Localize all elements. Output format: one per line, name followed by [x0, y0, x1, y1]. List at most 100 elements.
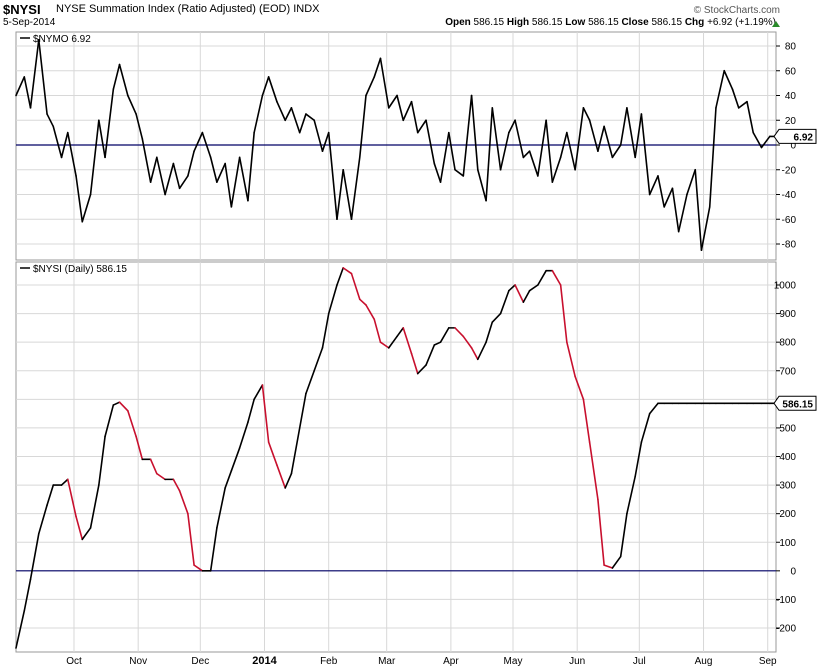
y-tick-label: -80: [782, 240, 797, 251]
line-segment: [439, 131, 450, 183]
line-segment: [373, 318, 382, 343]
line-segment: [15, 610, 26, 649]
line-segment: [193, 131, 204, 152]
line-segment: [342, 267, 353, 275]
line-segment: [230, 156, 241, 208]
line-segment: [201, 131, 212, 159]
line-segment: [454, 327, 465, 338]
line-segment: [462, 335, 473, 349]
line-segment: [305, 369, 316, 395]
x-tick-label: Sep: [759, 656, 777, 667]
line-segment: [358, 298, 367, 306]
chg-value: +6.92 (+1.19%): [707, 17, 776, 28]
line-segment: [425, 119, 436, 165]
line-segment: [657, 175, 665, 208]
line-segment: [694, 168, 703, 251]
line-segment: [508, 119, 516, 134]
line-segment: [276, 464, 287, 489]
line-segment: [327, 131, 338, 221]
line-segment: [462, 94, 473, 177]
line-segment: [752, 131, 763, 149]
line-segment: [81, 193, 92, 223]
line-segment: [522, 289, 531, 303]
line-segment: [209, 527, 218, 572]
line-segment: [267, 76, 278, 103]
line-segment: [508, 284, 516, 292]
panel-frame: [15, 31, 777, 261]
line-segment: [379, 57, 390, 109]
line-segment: [230, 447, 241, 472]
line-segment: [313, 119, 324, 152]
line-segment: [373, 57, 382, 78]
line-segment: [528, 284, 539, 292]
line-segment: [597, 125, 605, 152]
line-segment: [224, 162, 233, 208]
line-segment: [172, 162, 181, 190]
legend-label: $NYSI (Daily) 586.15: [33, 264, 127, 275]
line-segment: [634, 441, 643, 478]
x-tick-label: Aug: [695, 656, 713, 667]
y-tick-label: -60: [782, 215, 797, 226]
line-segment: [574, 107, 585, 171]
line-segment: [416, 119, 427, 134]
line-segment: [66, 478, 77, 518]
line-segment: [104, 404, 115, 438]
high-value: 586.15: [531, 17, 563, 28]
y-tick-label: 1000: [774, 281, 797, 292]
line-segment: [164, 162, 175, 196]
x-tick-label: May: [504, 656, 523, 667]
y-tick-label: -20: [782, 165, 797, 176]
x-tick-label: 2014: [252, 655, 277, 667]
chg-label: Chg: [684, 17, 705, 28]
line-segment: [336, 168, 344, 221]
line-segment: [141, 138, 152, 183]
line-segment: [603, 125, 614, 159]
x-tick-label: Jul: [633, 656, 646, 667]
line-segment: [433, 341, 442, 346]
line-segment: [640, 412, 651, 444]
line-segment: [216, 162, 226, 183]
y-tick-label: 300: [779, 481, 796, 492]
line-segment: [98, 119, 106, 159]
y-tick-label: 20: [785, 116, 797, 127]
line-segment: [365, 76, 376, 97]
line-segment: [603, 564, 614, 569]
x-tick-label: Apr: [443, 656, 459, 667]
symbol: $NYSI: [3, 2, 41, 17]
line-segment: [611, 144, 622, 159]
line-segment: [470, 94, 479, 171]
panel-legend: $NYSI (Daily) 586.15: [20, 264, 127, 275]
line-segment: [118, 63, 129, 97]
line-segment: [551, 269, 562, 286]
ohlc-summary: Open 586.15 High 586.15 Low 586.15 Close…: [445, 17, 776, 28]
line-segment: [671, 187, 680, 233]
line-segment: [52, 125, 63, 159]
line-segment: [416, 364, 427, 375]
y-tick-label: 800: [779, 338, 796, 349]
line-segment: [677, 193, 688, 233]
line-segment: [626, 107, 636, 159]
line-segment: [178, 489, 189, 515]
line-segment: [522, 150, 531, 159]
line-segment: [663, 187, 674, 208]
line-segment: [597, 498, 605, 566]
y-tick-label: 400: [779, 452, 796, 463]
y-tick-label: 40: [785, 91, 797, 102]
y-tick-label: 500: [779, 423, 796, 434]
line-segment: [172, 478, 181, 492]
line-segment: [290, 107, 301, 134]
line-segment: [209, 156, 218, 183]
line-segment: [470, 347, 479, 361]
line-segment: [485, 107, 494, 202]
line-segment: [358, 94, 367, 159]
brand-logo: © StockCharts.com: [693, 5, 780, 16]
y-tick-label: 900: [779, 309, 796, 320]
line-segment: [499, 289, 510, 315]
line-segment: [634, 113, 643, 159]
y-tick-label: 700: [779, 366, 796, 377]
line-segment: [247, 131, 255, 202]
line-segment: [626, 475, 636, 515]
y-tick-label: 60: [785, 66, 797, 77]
y-tick-label: 100: [779, 538, 796, 549]
line-segment: [588, 119, 599, 152]
